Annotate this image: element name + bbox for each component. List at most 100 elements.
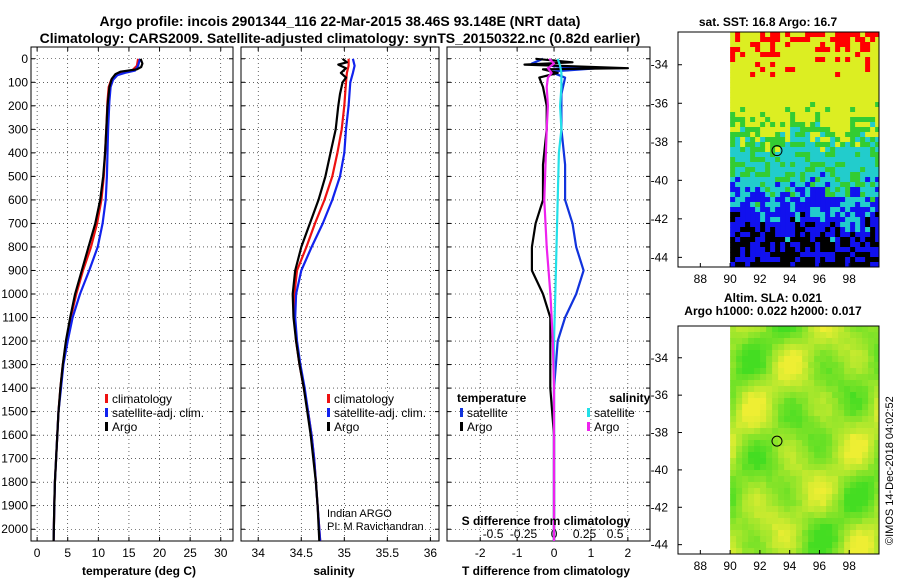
sst-cell [780, 87, 786, 93]
sla-cell [778, 434, 785, 441]
sst-cell [815, 197, 821, 203]
sst-cell [830, 162, 836, 168]
sla-cell [820, 326, 827, 333]
sla-cell [772, 476, 779, 483]
sst-cell [750, 242, 756, 248]
sst-cell [835, 242, 841, 248]
sst-cell [755, 82, 761, 88]
sst-cell [745, 122, 751, 128]
sla-cell [826, 512, 833, 519]
sst-cell [740, 72, 746, 78]
sla-cell [742, 362, 749, 369]
sst-cell [785, 177, 791, 183]
sst-cell [830, 112, 836, 118]
sla-cell [808, 500, 815, 507]
sst-cell [730, 232, 736, 238]
sst-cell [745, 117, 751, 123]
sst-cell [805, 132, 811, 138]
sla-cell [850, 506, 857, 513]
sla-cell [784, 542, 791, 549]
grid [241, 47, 439, 541]
sla-cell [826, 494, 833, 501]
sla-cell [730, 452, 737, 459]
sst-cell [820, 177, 826, 183]
legend-argo-label: Argo [112, 420, 138, 434]
sst-cell [770, 152, 776, 158]
sst-cell [870, 152, 876, 158]
sla-cell [796, 356, 803, 363]
sst-cell [860, 247, 866, 253]
sst-cell [745, 237, 751, 243]
sst-cell [790, 147, 796, 153]
sst-cell [835, 112, 841, 118]
sst-cell [860, 227, 866, 233]
sla-cell [766, 374, 773, 381]
sla-cell [808, 536, 815, 543]
legend-temperature-title: temperature [457, 391, 527, 405]
sst-cell [730, 222, 736, 228]
sla-cell [754, 332, 761, 339]
sla-cell [820, 410, 827, 417]
sst-cell [790, 57, 796, 63]
sla-cell [832, 482, 839, 489]
sst-cell [815, 262, 821, 267]
sla-cell [730, 326, 737, 333]
sst-cell [810, 32, 816, 38]
sla-cell [868, 452, 875, 459]
sst-cell [865, 97, 871, 103]
sla-cell [802, 482, 809, 489]
sst-cell [815, 67, 821, 73]
sla-cell [772, 392, 779, 399]
sst-cell [800, 112, 806, 118]
sst-cell [740, 137, 746, 143]
sla-cell [778, 446, 785, 453]
sla-cell [766, 380, 773, 387]
sst-cell [740, 242, 746, 248]
sst-cell [750, 257, 756, 263]
sla-cell [754, 344, 761, 351]
sla-cell [832, 434, 839, 441]
sst-cell [770, 132, 776, 138]
sla-cell [736, 548, 743, 554]
sst-cell [815, 232, 821, 238]
sst-cell [850, 247, 856, 253]
sst-cell [740, 147, 746, 153]
sst-cell [865, 262, 871, 267]
sst-cell [780, 67, 786, 73]
sst-cell [840, 32, 846, 38]
sla-cell [826, 338, 833, 345]
sla-cell [748, 416, 755, 423]
sst-cell [770, 57, 776, 63]
sst-cell [765, 207, 771, 213]
sst-cell [800, 122, 806, 128]
sla-cell [736, 446, 743, 453]
sst-cell [735, 147, 741, 153]
sla-cell [784, 458, 791, 465]
sla-cell [802, 476, 809, 483]
sst-cell [730, 87, 736, 93]
sst-cell [815, 87, 821, 93]
sst-cell [745, 182, 751, 188]
sst-cell [785, 237, 791, 243]
sst-cell [805, 187, 811, 193]
sst-cell [795, 152, 801, 158]
xtick-label: 1 [588, 546, 595, 560]
sst-cell [860, 32, 866, 38]
sla-cell [862, 542, 869, 549]
sla-cell [730, 542, 737, 549]
sst-cell [790, 212, 796, 218]
sst-cell [785, 92, 791, 98]
sst-cell [820, 197, 826, 203]
sst-cell [765, 112, 771, 118]
sst-cell [800, 67, 806, 73]
sst-cell [755, 87, 761, 93]
sla-cell [856, 464, 863, 471]
sla-cell [748, 362, 755, 369]
sst-cell [860, 82, 866, 88]
sst-cell [780, 242, 786, 248]
sst-cell [740, 102, 746, 108]
sla-cell [814, 536, 821, 543]
sla-cell [814, 356, 821, 363]
sst-cell [780, 212, 786, 218]
sst-cell [850, 192, 856, 198]
